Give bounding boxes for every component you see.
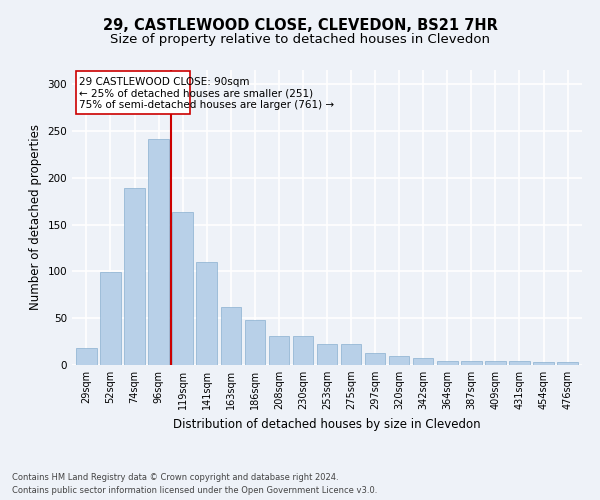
- FancyBboxPatch shape: [76, 71, 190, 114]
- Bar: [461, 362, 482, 365]
- Bar: [341, 344, 361, 365]
- Bar: [76, 348, 97, 365]
- Bar: [100, 272, 121, 365]
- Bar: [485, 362, 506, 365]
- X-axis label: Distribution of detached houses by size in Clevedon: Distribution of detached houses by size …: [173, 418, 481, 430]
- Text: Contains HM Land Registry data © Crown copyright and database right 2024.
Contai: Contains HM Land Registry data © Crown c…: [12, 474, 377, 495]
- Bar: [148, 140, 169, 365]
- Bar: [509, 362, 530, 365]
- Bar: [365, 353, 385, 365]
- Y-axis label: Number of detached properties: Number of detached properties: [29, 124, 42, 310]
- Bar: [533, 362, 554, 365]
- Text: 29, CASTLEWOOD CLOSE, CLEVEDON, BS21 7HR: 29, CASTLEWOOD CLOSE, CLEVEDON, BS21 7HR: [103, 18, 497, 32]
- Bar: [124, 188, 145, 365]
- Bar: [437, 362, 458, 365]
- Bar: [172, 212, 193, 365]
- Bar: [269, 336, 289, 365]
- Bar: [389, 356, 409, 365]
- Text: 75% of semi-detached houses are larger (761) →: 75% of semi-detached houses are larger (…: [79, 100, 334, 110]
- Bar: [293, 336, 313, 365]
- Bar: [196, 262, 217, 365]
- Text: 29 CASTLEWOOD CLOSE: 90sqm: 29 CASTLEWOOD CLOSE: 90sqm: [79, 76, 250, 86]
- Bar: [221, 307, 241, 365]
- Text: ← 25% of detached houses are smaller (251): ← 25% of detached houses are smaller (25…: [79, 88, 313, 99]
- Text: Size of property relative to detached houses in Clevedon: Size of property relative to detached ho…: [110, 32, 490, 46]
- Bar: [317, 344, 337, 365]
- Bar: [557, 362, 578, 365]
- Bar: [413, 358, 433, 365]
- Bar: [245, 320, 265, 365]
